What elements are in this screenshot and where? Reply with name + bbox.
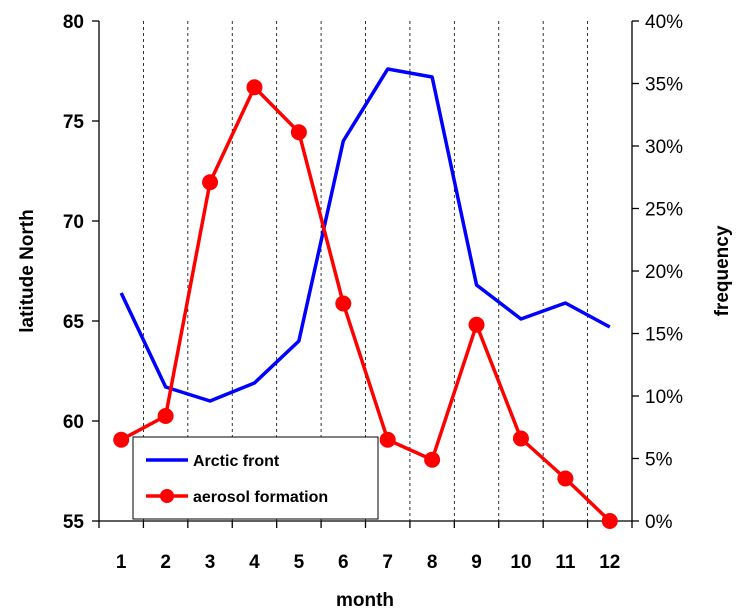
y-right-tick-label: 25% xyxy=(645,200,683,221)
data-point-aerosol-formation xyxy=(157,408,174,424)
data-point-aerosol-formation xyxy=(335,295,352,312)
series-line-aerosol-formation xyxy=(120,85,612,523)
y-left-tick-label: 55 xyxy=(63,512,85,533)
data-point-aerosol-formation xyxy=(424,451,441,468)
legend-label-aerosol-formation: aerosol formation xyxy=(193,489,328,506)
y-right-tick-label: 35% xyxy=(645,75,683,96)
legend-marker-aerosol-formation xyxy=(160,489,174,503)
y-right-tick-label: 15% xyxy=(645,325,683,346)
data-point-aerosol-formation xyxy=(113,431,130,448)
y-axis-right-title: frequency xyxy=(712,225,733,316)
data-point-aerosol-formation xyxy=(601,513,618,529)
y-right-tick-label: 5% xyxy=(645,450,673,471)
y-left-tick-label: 80 xyxy=(63,12,84,33)
x-tick-label: 12 xyxy=(599,552,620,573)
data-point-aerosol-formation xyxy=(557,470,574,487)
data-point-aerosol-formation xyxy=(512,430,529,447)
y-right-tick-label: 0% xyxy=(645,512,673,533)
x-tick-label: 9 xyxy=(471,552,482,573)
data-point-aerosol-formation xyxy=(202,174,219,191)
x-tick-label: 1 xyxy=(116,552,127,573)
legend-box xyxy=(132,436,379,520)
x-tick-label: 10 xyxy=(510,552,531,573)
x-tick-label: 3 xyxy=(205,552,216,573)
x-tick-label: 2 xyxy=(160,552,171,573)
x-tick-label: 6 xyxy=(338,552,349,573)
data-point-aerosol-formation xyxy=(290,124,307,141)
data-point-aerosol-formation xyxy=(379,431,396,448)
x-tick-label: 8 xyxy=(427,552,438,573)
y-axis-left-title: latitude North xyxy=(17,209,38,333)
data-point-aerosol-formation xyxy=(468,316,485,333)
y-right-tick-label: 20% xyxy=(645,262,683,283)
y-left-tick-label: 60 xyxy=(63,412,84,433)
x-tick-label: 7 xyxy=(382,552,393,573)
plot-series xyxy=(113,67,618,529)
series-line-arctic-front xyxy=(119,67,611,403)
y-right-tick-label: 40% xyxy=(645,12,683,33)
y-right-tick-label: 30% xyxy=(645,137,683,158)
y-left-tick-label: 65 xyxy=(63,312,85,333)
legend-label-arctic-front: Arctic front xyxy=(193,453,280,470)
x-tick-label: 5 xyxy=(294,552,305,573)
x-axis-title: month xyxy=(336,590,394,611)
x-tick-label: 11 xyxy=(555,552,576,573)
y-right-tick-label: 10% xyxy=(645,387,683,408)
y-left-tick-label: 70 xyxy=(63,212,84,233)
legend: Arctic front aerosol formation xyxy=(132,436,379,520)
y-left-tick-label: 75 xyxy=(63,112,85,133)
x-tick-label: 4 xyxy=(249,552,260,573)
data-point-aerosol-formation xyxy=(246,79,263,96)
